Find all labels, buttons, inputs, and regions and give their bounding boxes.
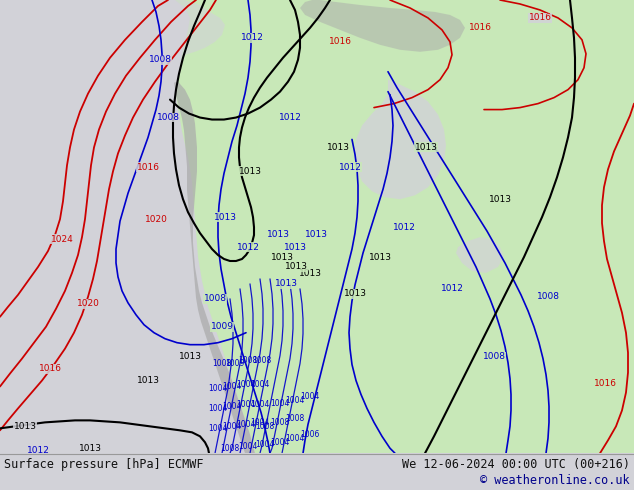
Text: 1024: 1024 bbox=[51, 235, 74, 244]
Text: 1004: 1004 bbox=[209, 404, 228, 413]
Text: 1012: 1012 bbox=[392, 222, 415, 232]
Text: 1012: 1012 bbox=[278, 113, 301, 122]
Text: 1013: 1013 bbox=[179, 352, 202, 361]
Text: 1009: 1009 bbox=[210, 322, 233, 331]
Text: 1004: 1004 bbox=[236, 400, 256, 409]
Text: 1004: 1004 bbox=[256, 440, 275, 449]
Text: 1013: 1013 bbox=[266, 230, 290, 239]
Text: 1012: 1012 bbox=[236, 243, 259, 251]
Text: 1008: 1008 bbox=[256, 422, 275, 431]
Text: 1013: 1013 bbox=[344, 290, 366, 298]
Text: 1016: 1016 bbox=[529, 13, 552, 23]
Polygon shape bbox=[175, 0, 634, 453]
Text: 1013: 1013 bbox=[238, 167, 261, 176]
Text: 1012: 1012 bbox=[339, 163, 361, 172]
Text: 1013: 1013 bbox=[136, 376, 160, 385]
Text: 1016: 1016 bbox=[136, 163, 160, 172]
Text: 1004: 1004 bbox=[270, 399, 290, 408]
Text: 1013: 1013 bbox=[285, 263, 307, 271]
Text: 1008: 1008 bbox=[536, 293, 559, 301]
Polygon shape bbox=[300, 0, 465, 52]
Text: 1013: 1013 bbox=[79, 444, 101, 453]
Text: 1020: 1020 bbox=[77, 299, 100, 308]
Text: 1008: 1008 bbox=[148, 55, 172, 64]
Text: 1013: 1013 bbox=[283, 243, 306, 251]
Text: 1004: 1004 bbox=[223, 402, 242, 411]
Text: 1008: 1008 bbox=[285, 414, 304, 423]
Text: 1004: 1004 bbox=[223, 382, 242, 391]
Text: 1004: 1004 bbox=[209, 384, 228, 393]
Text: 1013: 1013 bbox=[489, 195, 512, 204]
Text: 1004: 1004 bbox=[223, 422, 242, 431]
Text: 1016: 1016 bbox=[593, 379, 616, 388]
Text: 1004: 1004 bbox=[285, 434, 305, 443]
Text: 1016: 1016 bbox=[328, 37, 351, 47]
Text: 1009: 1009 bbox=[225, 359, 245, 368]
Text: 1013: 1013 bbox=[304, 230, 328, 239]
Text: 1004: 1004 bbox=[250, 418, 269, 427]
Text: © weatheronline.co.uk: © weatheronline.co.uk bbox=[481, 473, 630, 487]
Text: 1013: 1013 bbox=[327, 143, 349, 152]
Text: 1006: 1006 bbox=[301, 430, 320, 439]
Text: 1004: 1004 bbox=[236, 380, 256, 389]
Polygon shape bbox=[354, 80, 446, 199]
Text: Surface pressure [hPa] ECMWF: Surface pressure [hPa] ECMWF bbox=[4, 458, 204, 471]
Text: 1008: 1008 bbox=[221, 444, 240, 453]
Text: 1008: 1008 bbox=[270, 418, 290, 427]
Text: 1013: 1013 bbox=[13, 422, 37, 431]
Text: 1013: 1013 bbox=[368, 252, 392, 262]
Polygon shape bbox=[174, 82, 255, 453]
Text: 1004: 1004 bbox=[238, 442, 257, 451]
Polygon shape bbox=[82, 0, 225, 239]
Text: 1016: 1016 bbox=[39, 364, 61, 373]
Text: 1008: 1008 bbox=[238, 356, 257, 365]
Text: 1013: 1013 bbox=[214, 213, 236, 221]
Text: 1004: 1004 bbox=[209, 424, 228, 433]
Text: 1020: 1020 bbox=[145, 215, 167, 223]
Text: 1004: 1004 bbox=[250, 400, 269, 409]
Text: 1013: 1013 bbox=[299, 270, 321, 278]
Text: 1004: 1004 bbox=[236, 420, 256, 429]
Text: 1008: 1008 bbox=[212, 359, 231, 368]
Text: 1012: 1012 bbox=[240, 33, 264, 42]
Text: We 12-06-2024 00:00 UTC (00+216): We 12-06-2024 00:00 UTC (00+216) bbox=[402, 458, 630, 471]
Text: 1016: 1016 bbox=[469, 24, 491, 32]
Text: 1004: 1004 bbox=[301, 392, 320, 401]
Text: 1013: 1013 bbox=[275, 279, 297, 289]
Text: 1008: 1008 bbox=[157, 113, 179, 122]
Text: 1004: 1004 bbox=[285, 396, 305, 405]
Text: 1013: 1013 bbox=[415, 143, 437, 152]
Text: 1013: 1013 bbox=[271, 252, 294, 262]
Text: 1004: 1004 bbox=[250, 380, 269, 389]
Text: 1008: 1008 bbox=[204, 294, 226, 303]
Text: 1012: 1012 bbox=[27, 446, 49, 455]
Text: 1012: 1012 bbox=[441, 284, 463, 294]
Text: 1004: 1004 bbox=[270, 438, 290, 447]
Text: 1008: 1008 bbox=[482, 352, 505, 361]
Polygon shape bbox=[456, 237, 504, 273]
Text: 1008: 1008 bbox=[252, 356, 271, 365]
